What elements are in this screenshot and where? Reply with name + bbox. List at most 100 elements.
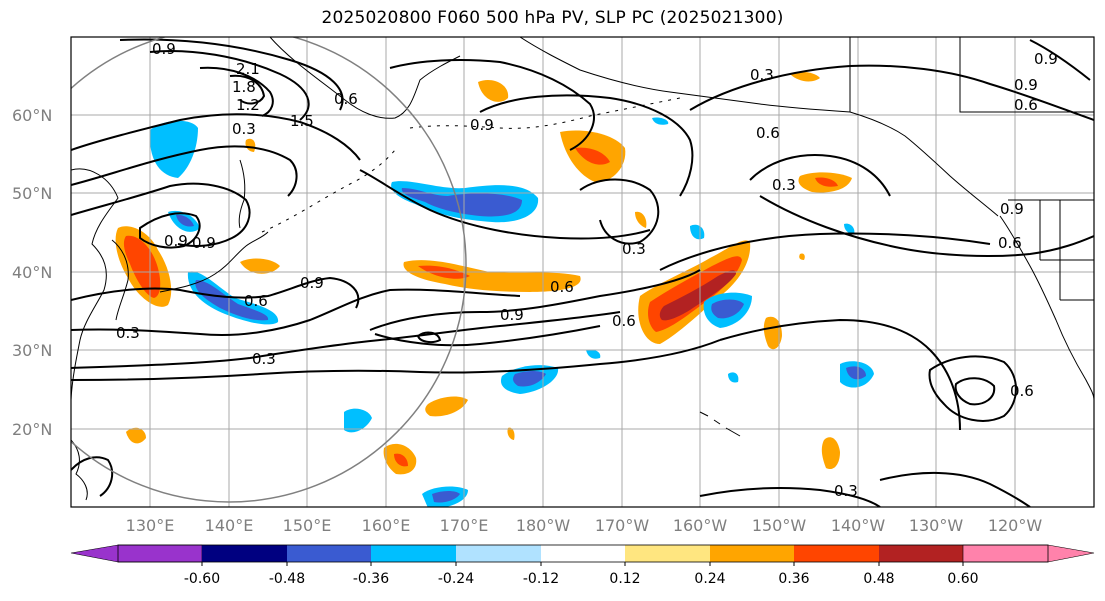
na-west-coast (999, 215, 1094, 401)
contour-line (699, 487, 881, 507)
contour-line (479, 94, 694, 197)
pv-positive-region (821, 437, 840, 470)
lat-label: 40°N (12, 263, 52, 282)
contour-line (389, 59, 595, 151)
sakhalin-coast (238, 159, 246, 229)
contour-line (71, 339, 721, 381)
kamchatka-coast (269, 37, 461, 119)
slp-contours (71, 38, 1094, 507)
pv-positive-region (126, 427, 146, 444)
pv-filled-contours (115, 71, 874, 507)
pv-negative-region (652, 117, 669, 125)
pv-negative-region (844, 223, 855, 234)
japan-coast (159, 231, 269, 293)
pv-strong-positive (123, 235, 161, 298)
pv-strong-negative (401, 188, 522, 217)
pv-negative-region (344, 408, 372, 433)
pv-negative-region (586, 349, 601, 359)
aleutian-chain (409, 97, 681, 129)
contour-line (71, 182, 251, 247)
contour-label: 0.6 (998, 234, 1022, 252)
contour-line (139, 212, 201, 249)
contour-label: 0.3 (750, 66, 774, 84)
pv-positive-region (507, 427, 515, 440)
contour-label: 0.3 (252, 350, 276, 368)
contour-line (954, 377, 996, 406)
contour-label: 1.2 (236, 96, 260, 114)
pv-strong-negative (432, 491, 460, 503)
pv-very-strong-positive (659, 270, 736, 321)
contour-line (928, 355, 1017, 422)
colorbar-segment (456, 545, 541, 562)
colorbar-tick-label: -0.12 (523, 571, 559, 587)
contour-label: 0.6 (334, 90, 358, 108)
colorbar-tick-label: 0.36 (778, 571, 809, 587)
contour-label: 0.6 (244, 292, 268, 310)
contour-line (199, 66, 274, 117)
hawaii-islands (699, 411, 741, 437)
alaska-panhandle (849, 37, 999, 217)
contour-label: 0.9 (500, 306, 524, 324)
pv-positive-region (478, 79, 509, 102)
lon-label: 150°E (283, 516, 332, 535)
plot-title: 2025020800 F060 500 hPa PV, SLP PC (2025… (321, 8, 784, 28)
pv-strong-positive (815, 177, 838, 187)
contour-line (149, 49, 310, 121)
contour-line (1029, 39, 1091, 81)
contour-line (119, 38, 344, 111)
contour-line (71, 456, 114, 497)
contour-label: 0.6 (1010, 382, 1034, 400)
contour-label: 0.9 (1000, 200, 1024, 218)
contour-line (359, 169, 651, 240)
contour-line (71, 145, 298, 197)
pv-negative-region (728, 372, 739, 383)
korea-coast (111, 239, 129, 321)
colorbar-tick-label: 0.60 (947, 571, 978, 587)
colorbar: -0.60 -0.48 -0.36 -0.24 -0.12 0.12 0.24 … (70, 544, 1095, 587)
contour-label: 0.9 (300, 274, 324, 292)
contour-label: 0.9 (1034, 50, 1058, 68)
contour-line (369, 269, 701, 331)
contour-line (759, 195, 1094, 257)
pv-positive-region (635, 211, 647, 228)
contour-label: 1.8 (232, 78, 256, 96)
contour-line (749, 154, 891, 197)
lon-label: 170°E (440, 516, 489, 535)
pv-positive-region (425, 396, 468, 417)
contour-line (71, 288, 521, 337)
colorbar-tick-label: 0.12 (609, 571, 640, 587)
colorbar-tick-marks (201, 562, 964, 566)
lon-label: 130°E (126, 516, 175, 535)
lon-label: 180°W (516, 516, 571, 535)
contour-label: 0.3 (834, 482, 858, 500)
pv-strong-negative (195, 280, 269, 321)
contour-line (659, 232, 991, 271)
lon-label: 160°W (673, 516, 728, 535)
contour-label: 0.3 (232, 120, 256, 138)
colorbar-segment (202, 545, 287, 562)
colorbar-tick-label: -0.36 (353, 571, 389, 587)
contour-line (579, 178, 660, 245)
contour-label: 0.9 (1014, 76, 1038, 94)
colorbar-tick-label: -0.48 (269, 571, 305, 587)
pv-strong-negative (846, 366, 866, 380)
lat-label: 50°N (12, 184, 52, 203)
colorbar-segment (287, 545, 371, 562)
contour-label: 0.3 (622, 240, 646, 258)
contour-line (71, 113, 361, 161)
pv-strong-negative (176, 214, 194, 227)
pv-strong-positive (394, 453, 408, 467)
map-area (71, 37, 1094, 507)
colorbar-segment (794, 545, 879, 562)
contour-line (416, 331, 442, 344)
colorbar-segment (962, 544, 1095, 563)
lon-label: 120°W (988, 516, 1043, 535)
contour-label: 0.9 (164, 232, 188, 250)
contour-line (71, 276, 360, 309)
longitude-labels: 130°E 140°E 150°E 160°E 170°E 180°W 170°… (126, 516, 1043, 535)
latitude-labels: 60°N 50°N 40°N 30°N 20°N (12, 106, 52, 439)
lat-label: 30°N (12, 341, 52, 360)
pv-strong-positive (575, 147, 610, 165)
colorbar-tick-label: -0.60 (184, 571, 220, 587)
